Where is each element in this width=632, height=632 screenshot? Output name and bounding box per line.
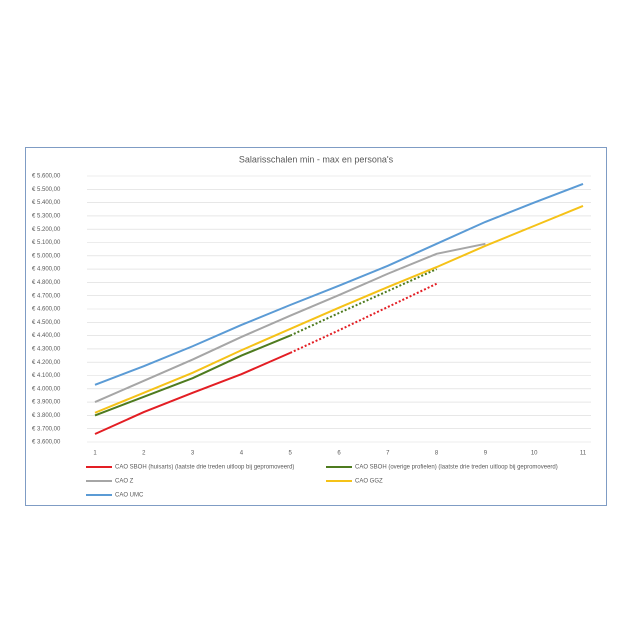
legend-label: CAO GGZ: [355, 479, 383, 485]
y-tick-label: € 5.000,00: [32, 253, 61, 259]
line-series: [289, 268, 438, 337]
y-tick-label: € 4.200,00: [32, 360, 61, 366]
chart-title: Salarisschalen min - max en persona's: [239, 154, 394, 164]
line-series: [94, 351, 291, 435]
y-tick-label: € 5.300,00: [32, 213, 61, 219]
legend-label: CAO SBOH (huisarts) (laatste drie treden…: [115, 465, 294, 471]
y-tick-label: € 4.500,00: [32, 320, 61, 326]
y-tick-label: € 3.900,00: [32, 400, 61, 406]
x-tick-label: 10: [531, 451, 538, 457]
x-tick-label: 1: [93, 451, 97, 457]
y-tick-label: € 4.600,00: [32, 307, 61, 313]
y-tick-label: € 4.100,00: [32, 373, 61, 379]
y-tick-label: € 3.800,00: [32, 413, 61, 419]
y-tick-label: € 3.600,00: [32, 440, 61, 446]
x-tick-label: 7: [386, 451, 390, 457]
y-tick-label: € 5.100,00: [32, 240, 61, 246]
legend-label: CAO UMC: [115, 493, 144, 499]
line-series: [94, 334, 291, 417]
x-tick-label: 11: [580, 451, 587, 457]
line-series: [94, 242, 486, 404]
legend-label: CAO Z: [115, 479, 134, 485]
y-tick-label: € 3.700,00: [32, 426, 61, 432]
y-tick-label: € 4.900,00: [32, 267, 61, 273]
line-series: [289, 282, 438, 354]
y-tick-label: € 5.600,00: [32, 174, 61, 180]
line-series: [94, 204, 584, 414]
y-tick-label: € 4.000,00: [32, 386, 61, 392]
chart-frame: [25, 147, 607, 506]
y-tick-label: € 4.400,00: [32, 333, 61, 339]
legend-label: CAO SBOH (overige profielen) (laatste dr…: [355, 465, 558, 471]
x-tick-label: 6: [337, 451, 341, 457]
x-tick-label: 3: [191, 451, 195, 457]
y-tick-label: € 4.800,00: [32, 280, 61, 286]
y-tick-label: € 5.500,00: [32, 187, 61, 193]
y-tick-label: € 4.700,00: [32, 293, 61, 299]
x-tick-label: 5: [289, 451, 293, 457]
x-tick-label: 9: [484, 451, 488, 457]
line-series: [94, 183, 584, 386]
x-tick-label: 8: [435, 451, 439, 457]
x-tick-label: 2: [142, 451, 146, 457]
x-tick-label: 4: [240, 451, 244, 457]
y-tick-label: € 5.400,00: [32, 200, 61, 206]
y-tick-label: € 4.300,00: [32, 346, 61, 352]
y-tick-label: € 5.200,00: [32, 227, 61, 233]
